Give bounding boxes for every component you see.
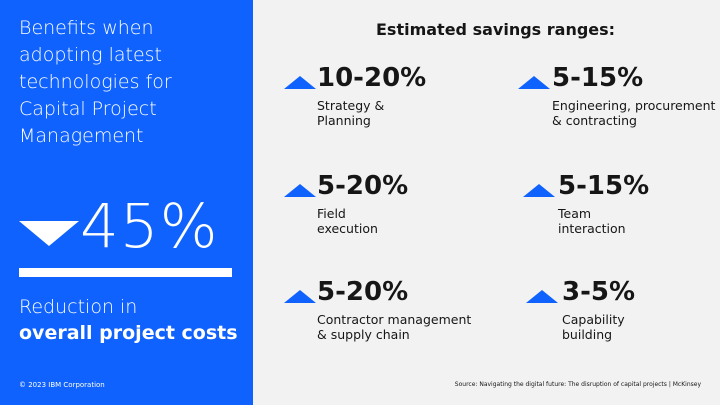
savings-label: Strategy & Planning (317, 98, 385, 128)
savings-label: Capability building (562, 312, 625, 342)
savings-value: 5-15% (552, 63, 644, 93)
savings-value: 3-5% (562, 277, 636, 307)
up-triangle-icon (284, 184, 316, 197)
up-triangle-icon (284, 76, 316, 89)
savings-item: 10-20% Strategy & Planning (284, 63, 504, 138)
savings-label: Field execution (317, 206, 378, 236)
panel-title: Benefits when adopting latest technologi… (19, 17, 172, 147)
headline-value: 45% (80, 191, 219, 262)
savings-value: 5-15% (558, 171, 650, 201)
savings-value: 5-20% (317, 277, 409, 307)
copyright-text: © 2023 IBM Corporation (19, 381, 105, 389)
savings-label: Contractor management & supply chain (317, 312, 472, 342)
source-citation: Source: Navigating the digital future: T… (454, 381, 701, 388)
savings-item: 5-20% Contractor management & supply cha… (284, 277, 504, 352)
savings-item: 3-5% Capability building (526, 277, 720, 352)
right-panel: Estimated savings ranges: 10-20% Strateg… (253, 0, 720, 405)
up-triangle-icon (284, 290, 316, 303)
savings-item: 5-15% Team interaction (523, 171, 720, 246)
headline-underline (19, 268, 232, 277)
up-triangle-icon (523, 184, 555, 197)
savings-label: Team interaction (558, 206, 626, 236)
savings-item: 5-15% Engineering, procurement & contrac… (518, 63, 720, 138)
savings-label: Engineering, procurement & contracting (552, 98, 716, 128)
down-triangle-icon (19, 221, 79, 246)
savings-item: 5-20% Field execution (284, 171, 504, 246)
left-panel: Benefits when adopting latest technologi… (0, 0, 253, 405)
up-triangle-icon (518, 76, 550, 89)
savings-value: 5-20% (317, 171, 409, 201)
up-triangle-icon (526, 290, 558, 303)
savings-value: 10-20% (317, 63, 427, 93)
reduction-subject: overall project costs (19, 322, 238, 344)
savings-heading: Estimated savings ranges: (376, 20, 616, 39)
reduction-label: Reduction in (19, 296, 138, 318)
